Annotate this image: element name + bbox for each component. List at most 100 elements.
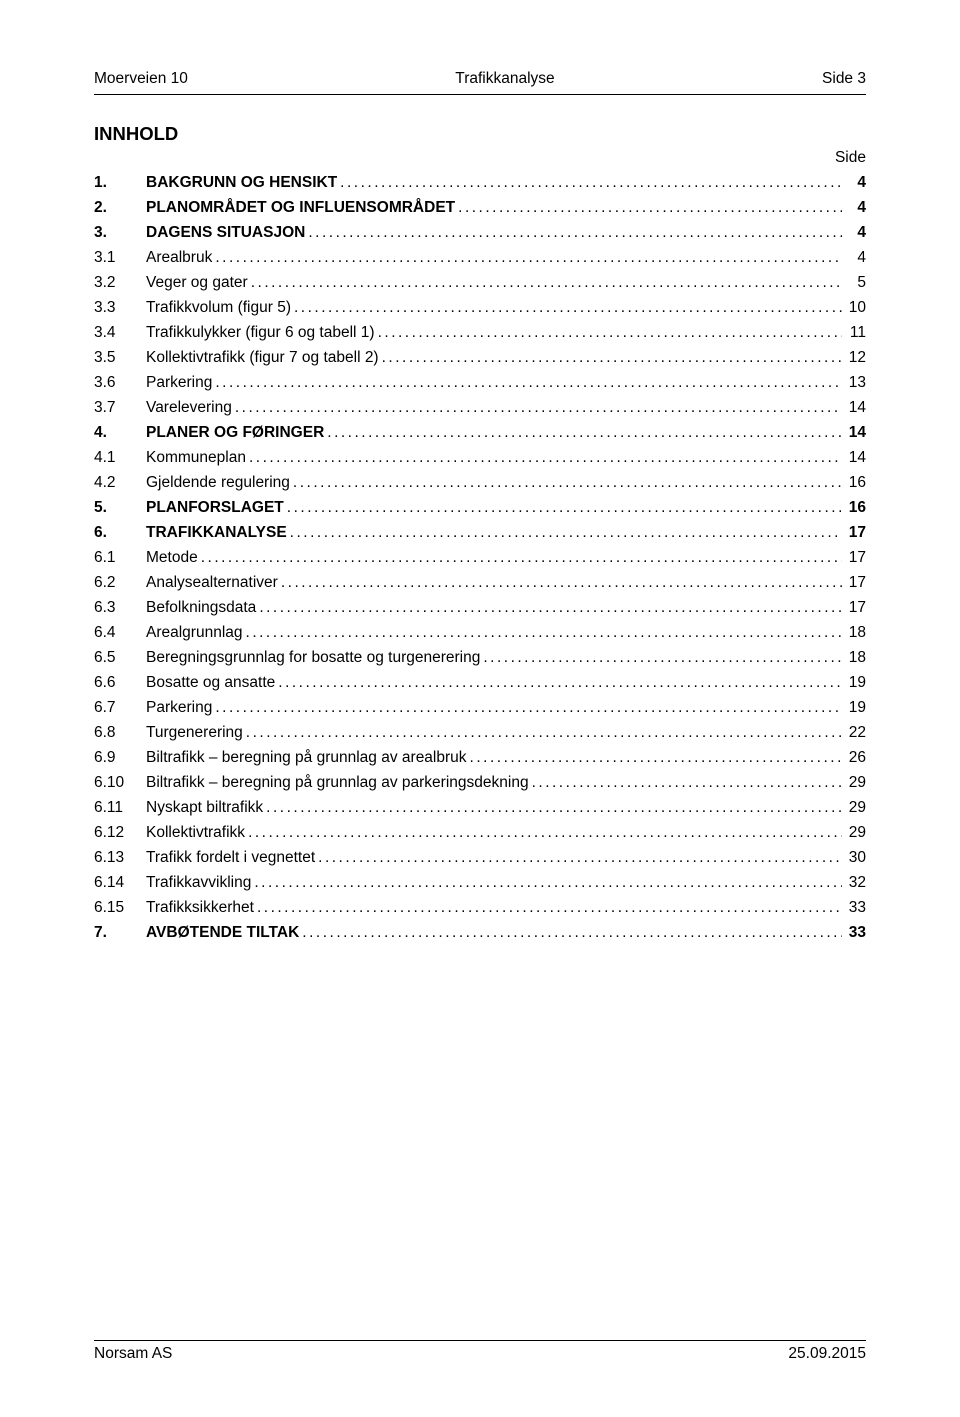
toc-entry-title: TRAFIKKANALYSE [146,524,287,542]
toc-leader-dots [243,724,842,742]
toc-leader-dots [290,474,842,492]
toc-entry-number: 1. [94,174,146,192]
toc-entry-title: Veger og gater [146,274,248,292]
toc-entry-number: 6.10 [94,774,146,792]
toc-entry: 6.6Bosatte og ansatte19 [94,674,866,692]
toc-entry: 6.4Arealgrunnlag18 [94,624,866,642]
toc-entry-number: 6.1 [94,549,146,567]
toc-entry-number: 6.13 [94,849,146,867]
toc-entry-number: 6. [94,524,146,542]
toc-entry-title: Parkering [146,699,212,717]
toc-leader-dots [379,349,842,367]
toc-entry-number: 3.5 [94,349,146,367]
toc-entry: 6.8Turgenerering 22 [94,724,866,742]
toc-entry-title: Varelevering [146,399,232,417]
toc-entry-title: Arealbruk [146,249,212,267]
toc-entry: 3.3Trafikkvolum (figur 5)10 [94,299,866,317]
toc-entry-page: 14 [842,449,866,467]
toc-entry: 6.14Trafikkavvikling32 [94,874,866,892]
toc-entry-page: 13 [842,374,866,392]
toc-leader-dots [529,774,842,792]
toc-entry-title: DAGENS SITUASJON [146,224,305,242]
toc-entry-page: 33 [842,924,866,942]
toc-entry-title: Trafikksikkerhet [146,899,254,917]
toc-entry-number: 2. [94,199,146,217]
toc-entry-page: 26 [842,749,866,767]
toc-leader-dots [337,174,842,192]
toc-leader-dots [324,424,842,442]
toc-entry-title: Metode [146,549,198,567]
header-left: Moerveien 10 [94,70,188,88]
toc-leader-dots [245,824,842,842]
toc-entry: 3.DAGENS SITUASJON 4 [94,224,866,242]
toc-leader-dots [212,699,842,717]
toc-entry-page: 22 [842,724,866,742]
toc-entry-title: PLANOMRÅDET OG INFLUENSOMRÅDET [146,199,455,217]
header-rule [94,94,866,95]
toc-entry-title: Kollektivtrafikk [146,824,245,842]
toc-entry-title: Parkering [146,374,212,392]
page-header: Moerveien 10 Trafikkanalyse Side 3 [94,70,866,88]
toc-entry-page: 17 [842,599,866,617]
toc-entry-page: 4 [842,224,866,242]
toc-entry-page: 17 [842,574,866,592]
toc-entry-number: 6.8 [94,724,146,742]
toc-entry-number: 3. [94,224,146,242]
toc-side-label: Side [94,149,866,167]
toc-leader-dots [256,599,842,617]
toc-entry-page: 32 [842,874,866,892]
toc-entry-page: 29 [842,799,866,817]
toc-entry: 6.1Metode17 [94,549,866,567]
page-footer: Norsam AS 25.09.2015 [94,1340,866,1363]
toc-entry: 6.5Beregningsgrunnlag for bosatte og tur… [94,649,866,667]
toc-entry: 1.BAKGRUNN OG HENSIKT 4 [94,174,866,192]
toc-leader-dots [455,199,842,217]
toc-entry-page: 14 [842,399,866,417]
toc-entry: 3.2Veger og gater5 [94,274,866,292]
toc-entry: 3.7Varelevering14 [94,399,866,417]
toc-entry-title: Biltrafikk – beregning på grunnlag av ar… [146,749,467,767]
toc-leader-dots [263,799,842,817]
toc-entry: 6.11Nyskapt biltrafikk29 [94,799,866,817]
toc-entry: 6.3Befolkningsdata17 [94,599,866,617]
toc-leader-dots [375,324,842,342]
toc-entry-number: 3.4 [94,324,146,342]
toc-entry-title: Trafikk fordelt i vegnettet [146,849,315,867]
toc-entry-page: 18 [842,624,866,642]
toc-entry-page: 10 [842,299,866,317]
toc-leader-dots [243,624,842,642]
toc-entry: 6.13Trafikk fordelt i vegnettet30 [94,849,866,867]
toc-entry-number: 6.15 [94,899,146,917]
toc-leader-dots [232,399,842,417]
toc-leader-dots [315,849,842,867]
toc-entry-page: 4 [842,199,866,217]
toc-entry-title: BAKGRUNN OG HENSIKT [146,174,337,192]
footer-left: Norsam AS [94,1345,172,1363]
toc-entry-page: 5 [842,274,866,292]
toc-entry-number: 6.5 [94,649,146,667]
toc-entry: 6.7Parkering19 [94,699,866,717]
toc-entry-title: Beregningsgrunnlag for bosatte og turgen… [146,649,480,667]
toc-leader-dots [305,224,842,242]
toc-entry: 6.TRAFIKKANALYSE17 [94,524,866,542]
toc-entry-title: Trafikkvolum (figur 5) [146,299,291,317]
toc-entry-title: Trafikkavvikling [146,874,251,892]
toc-entry-number: 6.2 [94,574,146,592]
toc-leader-dots [246,449,842,467]
toc-leader-dots [248,274,842,292]
footer-right: 25.09.2015 [788,1345,866,1363]
toc-entry-page: 19 [842,699,866,717]
toc-entry: 6.10Biltrafikk – beregning på grunnlag a… [94,774,866,792]
toc-entry-title: Turgenerering [146,724,243,742]
toc-entry-page: 12 [842,349,866,367]
toc-entry-page: 4 [842,174,866,192]
toc-entry-title: Analysealternativer [146,574,278,592]
toc-leader-dots [212,249,842,267]
toc-entry-title: Trafikkulykker (figur 6 og tabell 1) [146,324,375,342]
toc-entry-page: 16 [842,474,866,492]
footer-rule [94,1340,866,1341]
toc-entry: 3.4Trafikkulykker (figur 6 og tabell 1)1… [94,324,866,342]
toc-leader-dots [254,899,842,917]
toc-entry-page: 29 [842,824,866,842]
toc-entry-number: 7. [94,924,146,942]
